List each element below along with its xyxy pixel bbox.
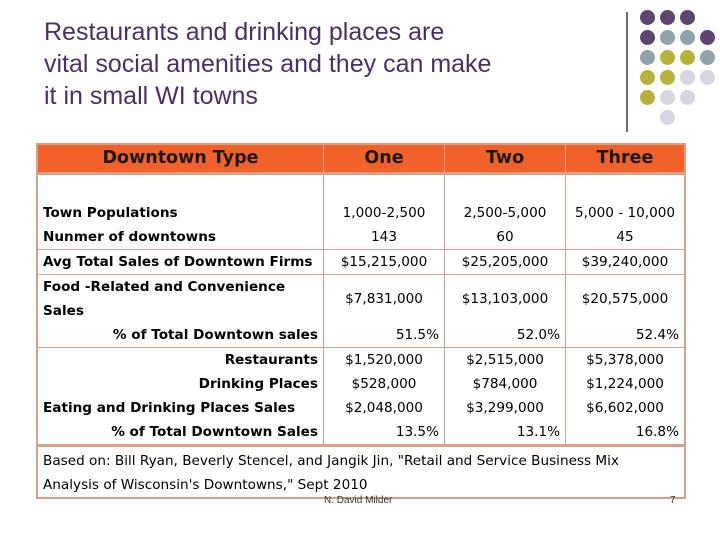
- header-one: One: [323, 143, 445, 175]
- dot-icon: [640, 50, 655, 65]
- label-town-populations: Town Populations: [43, 205, 178, 221]
- dot-icon: [680, 90, 695, 105]
- cell-three-food: $20,575,000 52.4%: [565, 274, 686, 348]
- cell-three-population: 5,000 - 10,000 45: [565, 173, 686, 250]
- table-row: Restaurants Drinking Places Eating and D…: [36, 347, 686, 446]
- source-note: Based on: Bill Ryan, Beverly Stencel, an…: [36, 444, 686, 499]
- label-food-pct: % of Total Downtown sales: [112, 327, 318, 343]
- drinking-one: $528,000: [351, 376, 417, 392]
- title-line-1: Restaurants and drinking places are: [44, 18, 445, 46]
- drinking-two: $784,000: [472, 376, 538, 392]
- eating-pct-three: 16.8%: [635, 424, 679, 440]
- dot-icon: [700, 50, 715, 65]
- row-labels-food: Food -Related and Convenience Sales % of…: [36, 274, 324, 348]
- cell-one-eating: $1,520,000 $528,000 $2,048,000 13.5%: [323, 347, 445, 446]
- eating-drinking-one: $2,048,000: [345, 400, 423, 416]
- food-pct-two: 52.0%: [516, 327, 560, 343]
- eating-drinking-three: $6,602,000: [586, 400, 664, 416]
- avg-sales-one: $15,215,000: [323, 249, 445, 275]
- label-eating-drinking: Eating and Drinking Places Sales: [43, 400, 296, 416]
- cell-two-eating: $2,515,000 $784,000 $3,299,000 13.1%: [444, 347, 566, 446]
- dot-icon: [640, 30, 655, 45]
- avg-sales-three: $39,240,000: [565, 249, 686, 275]
- table-row-source: Based on: Bill Ryan, Beverly Stencel, an…: [36, 444, 686, 499]
- dot-icon: [660, 30, 675, 45]
- dot-icon: [660, 50, 675, 65]
- cell-two-food: $13,103,000 52.0%: [444, 274, 566, 348]
- downtowns-one: 143: [371, 229, 397, 245]
- dot-icon: [660, 90, 675, 105]
- population-two: 2,500-5,000: [463, 205, 547, 221]
- food-pct-three: 52.4%: [635, 327, 679, 343]
- dot-icon: [700, 70, 715, 85]
- dot-icon: [660, 70, 675, 85]
- header-two: Two: [444, 143, 566, 175]
- dot-icon: [660, 110, 675, 125]
- avg-sales-two: $25,205,000: [444, 249, 566, 275]
- dot-icon: [680, 50, 695, 65]
- header-downtown-type: Downtown Type: [36, 143, 324, 175]
- dot-icon: [680, 30, 695, 45]
- table-row: Avg Total Sales of Downtown Firms $15,21…: [36, 249, 686, 275]
- source-line-2: Analysis of Wisconsin's Downtowns," Sept…: [43, 477, 368, 493]
- restaurants-one: $1,520,000: [345, 352, 423, 368]
- header-three: Three: [565, 143, 686, 175]
- dot-icon: [700, 30, 715, 45]
- dot-icon: [660, 10, 675, 25]
- label-food-related-line1: Food -Related and Convenience: [43, 279, 286, 295]
- table-row: Food -Related and Convenience Sales % of…: [36, 274, 686, 348]
- title-line-3: it in small WI towns: [44, 82, 258, 110]
- title-line-2: vital social amenities and they can make: [44, 50, 492, 78]
- dot-icon: [680, 10, 695, 25]
- page-number: 7: [670, 495, 676, 506]
- restaurants-two: $2,515,000: [466, 352, 544, 368]
- population-one: 1,000-2,500: [342, 205, 426, 221]
- food-sales-one: $7,831,000: [345, 291, 423, 307]
- eating-pct-two: 13.1%: [516, 424, 560, 440]
- label-drinking-places: Drinking Places: [198, 376, 318, 392]
- table-row: Town Populations Nunmer of downtowns 1,0…: [36, 173, 686, 250]
- dot-icon: [640, 10, 655, 25]
- slide-title: Restaurants and drinking places are vita…: [44, 16, 634, 112]
- cell-one-food: $7,831,000 51.5%: [323, 274, 445, 348]
- dot-icon: [640, 70, 655, 85]
- label-restaurants: Restaurants: [224, 352, 318, 368]
- downtowns-two: 60: [496, 229, 514, 245]
- eating-drinking-two: $3,299,000: [466, 400, 544, 416]
- label-avg-total-sales: Avg Total Sales of Downtown Firms: [36, 249, 324, 275]
- food-pct-one: 51.5%: [395, 327, 439, 343]
- dot-icon: [680, 70, 695, 85]
- table-header-row: Downtown Type One Two Three: [36, 143, 686, 175]
- downtowns-three: 45: [616, 229, 634, 245]
- restaurants-three: $5,378,000: [586, 352, 664, 368]
- source-line-1: Based on: Bill Ryan, Beverly Stencel, an…: [43, 453, 619, 469]
- label-eating-pct: % of Total Downtown Sales: [111, 424, 318, 440]
- cell-two-population: 2,500-5,000 60: [444, 173, 566, 250]
- food-sales-two: $13,103,000: [461, 291, 549, 307]
- row-labels-population: Town Populations Nunmer of downtowns: [36, 173, 324, 250]
- footer-author: N. David Milder: [324, 495, 393, 506]
- label-number-of-downtowns: Nunmer of downtowns: [43, 229, 217, 245]
- population-three: 5,000 - 10,000: [574, 205, 676, 221]
- decorative-divider: [626, 12, 628, 132]
- food-sales-three: $20,575,000: [581, 291, 669, 307]
- drinking-three: $1,224,000: [586, 376, 664, 392]
- eating-pct-one: 13.5%: [395, 424, 439, 440]
- cell-three-eating: $5,378,000 $1,224,000 $6,602,000 16.8%: [565, 347, 686, 446]
- cell-one-population: 1,000-2,500 143: [323, 173, 445, 250]
- dot-icon: [640, 90, 655, 105]
- label-food-related-line2: Sales: [43, 303, 84, 319]
- row-labels-eating: Restaurants Drinking Places Eating and D…: [36, 347, 324, 446]
- downtown-sales-table: Downtown Type One Two Three Town Populat…: [36, 143, 686, 499]
